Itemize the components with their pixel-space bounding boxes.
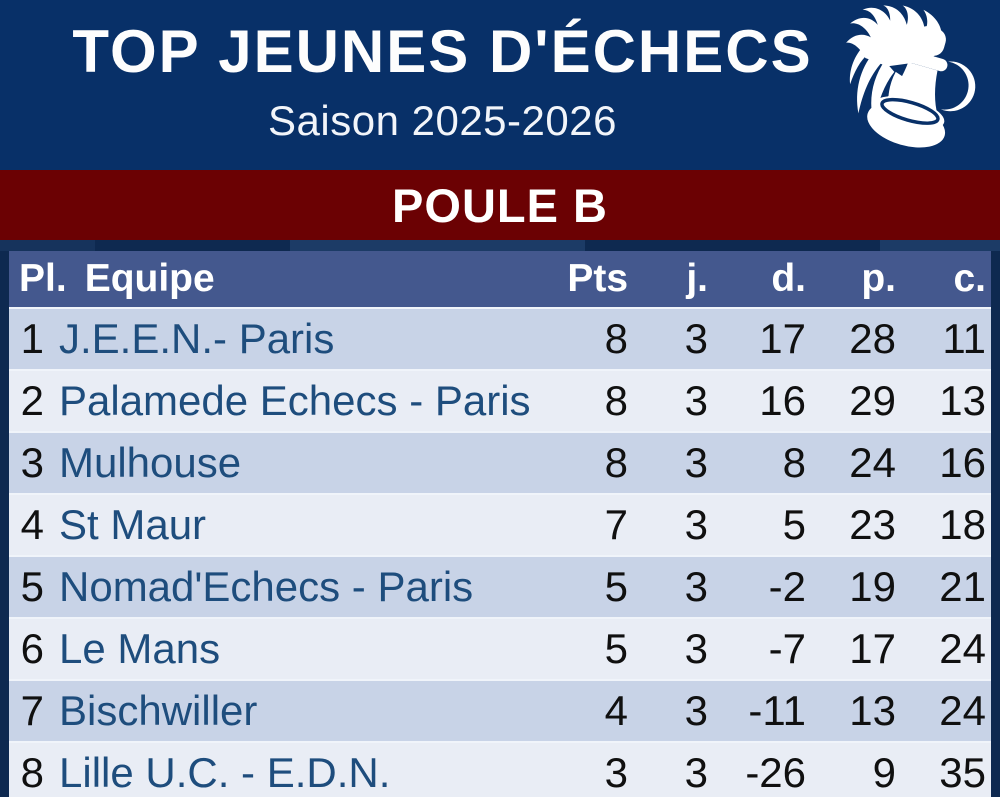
place-cell: 4 [9,494,49,556]
team-cell: Palamede Echecs - Paris [49,370,538,432]
standings-table-wrap: Pl. Equipe Pts j. d. p. c. 1 J.E.E.N.- Pa… [9,251,992,797]
diff-cell: -11 [713,680,812,742]
table-row: 6 Le Mans 5 3 -7 17 24 [9,618,992,680]
games-cell: 3 [633,494,714,556]
diff-cell: 5 [713,494,812,556]
points-cell: 8 [537,370,634,432]
table-row: 8 Lille U.C. - E.D.N. 3 3 -26 9 35 [9,742,992,797]
place-cell: 8 [9,742,49,797]
against-cell: 11 [901,308,992,370]
for-cell: 29 [811,370,902,432]
table-row: 1 J.E.E.N.- Paris 8 3 17 28 11 [9,308,992,370]
games-cell: 3 [633,556,714,618]
points-cell: 3 [537,742,634,797]
page-title: TOP JEUNES D'ÉCHECS [72,18,813,85]
for-cell: 28 [811,308,902,370]
games-cell: 3 [633,680,714,742]
games-cell: 3 [633,370,714,432]
place-cell: 1 [9,308,49,370]
col-header-games: j. [633,251,714,308]
team-cell: St Maur [49,494,538,556]
table-header-row: Pl. Equipe Pts j. d. p. c. [9,251,992,308]
for-cell: 19 [811,556,902,618]
diff-cell: -7 [713,618,812,680]
points-cell: 5 [537,556,634,618]
team-cell: Le Mans [49,618,538,680]
col-header-diff: d. [713,251,812,308]
against-cell: 24 [901,680,992,742]
banner-text-block: TOP JEUNES D'ÉCHECS Saison 2025-2026 [0,0,885,170]
team-cell: Nomad'Echecs - Paris [49,556,538,618]
standings-table: Pl. Equipe Pts j. d. p. c. 1 J.E.E.N.- Pa… [9,251,992,797]
games-cell: 3 [633,742,714,797]
points-cell: 8 [537,432,634,494]
table-row: 5 Nomad'Echecs - Paris 5 3 -2 19 21 [9,556,992,618]
for-cell: 17 [811,618,902,680]
table-row: 2 Palamede Echecs - Paris 8 3 16 29 13 [9,370,992,432]
diff-cell: -2 [713,556,812,618]
against-cell: 16 [901,432,992,494]
against-cell: 24 [901,618,992,680]
col-header-for: p. [811,251,902,308]
table-row: 7 Bischwiller 4 3 -11 13 24 [9,680,992,742]
games-cell: 3 [633,618,714,680]
place-cell: 6 [9,618,49,680]
table-row: 4 St Maur 7 3 5 23 18 [9,494,992,556]
poule-band: POULE B [0,170,1000,240]
team-cell: Mulhouse [49,432,538,494]
team-cell: J.E.E.N.- Paris [49,308,538,370]
for-cell: 24 [811,432,902,494]
team-cell: Lille U.C. - E.D.N. [49,742,538,797]
against-cell: 35 [901,742,992,797]
points-cell: 4 [537,680,634,742]
rooster-chess-pawn-icon [846,5,976,148]
diff-cell: 17 [713,308,812,370]
diff-cell: 16 [713,370,812,432]
place-cell: 2 [9,370,49,432]
games-cell: 3 [633,308,714,370]
place-cell: 5 [9,556,49,618]
for-cell: 23 [811,494,902,556]
banner: TOP JEUNES D'ÉCHECS Saison 2025-2026 [0,0,1000,170]
games-cell: 3 [633,432,714,494]
points-cell: 7 [537,494,634,556]
season-subtitle: Saison 2025-2026 [268,97,617,144]
team-cell: Bischwiller [49,680,538,742]
against-cell: 13 [901,370,992,432]
col-header-team: Equipe [84,257,215,300]
col-header-points: Pts [537,251,634,308]
diff-cell: -26 [713,742,812,797]
for-cell: 9 [811,742,902,797]
against-cell: 18 [901,494,992,556]
col-header-place: Pl. [19,257,67,300]
against-cell: 21 [901,556,992,618]
col-header-against: c. [901,251,992,308]
place-cell: 3 [9,432,49,494]
diff-cell: 8 [713,432,812,494]
for-cell: 13 [811,680,902,742]
table-row: 3 Mulhouse 8 3 8 24 16 [9,432,992,494]
table-body: 1 J.E.E.N.- Paris 8 3 17 28 11 2 Palamed… [9,308,992,797]
place-cell: 7 [9,680,49,742]
divider-strip-top [0,240,1000,251]
poule-label: POULE B [392,178,608,232]
col-header-place-team: Pl. Equipe [9,251,538,308]
points-cell: 8 [537,308,634,370]
points-cell: 5 [537,618,634,680]
